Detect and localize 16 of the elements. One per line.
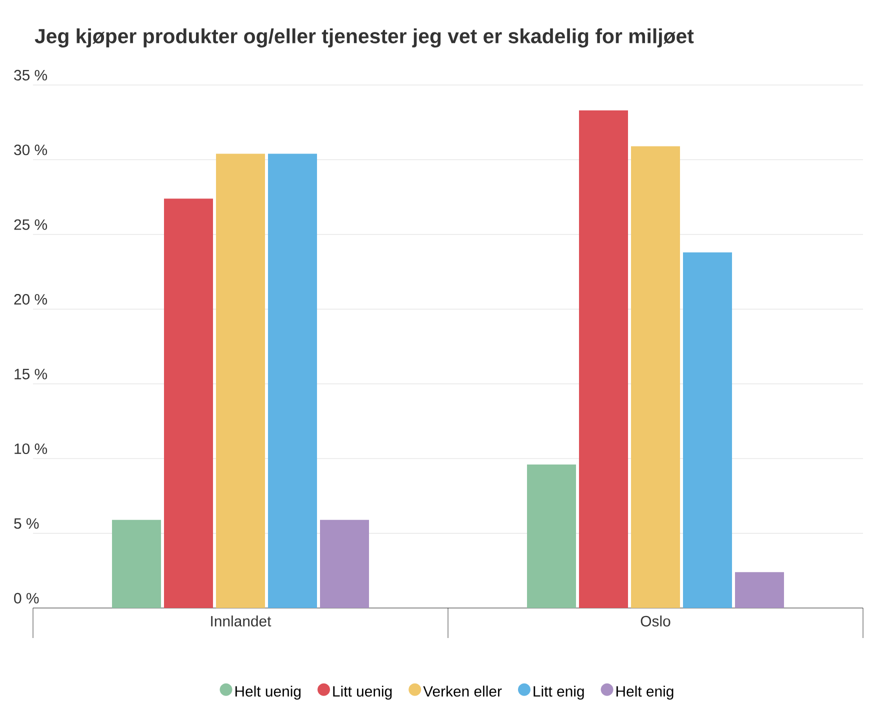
y-tick-label: 15 % <box>14 368 48 380</box>
y-tick-label: 25 % <box>14 219 48 230</box>
y-tick-label: 10 % <box>14 443 48 454</box>
y-tick-label: 35 % <box>14 70 48 80</box>
chart-title: Jeg kjøper produkter og/eller tjenester jeg vet er skadelig for miljøet <box>34 28 694 48</box>
y-tick-label: 30 % <box>14 144 48 156</box>
legend-label: Helt enig <box>616 686 674 700</box>
y-tick-label: 5 % <box>14 518 39 529</box>
y-tick-label: 0 % <box>14 592 39 604</box>
x-tick-label: Innlandet <box>211 616 272 626</box>
legend-label: Litt enig <box>534 686 584 700</box>
x-tick-label: Oslo <box>640 616 670 626</box>
legend-label: Verken eller <box>423 686 502 697</box>
legend-label: Litt uenig <box>333 686 392 700</box>
legend-label: Helt uenig <box>235 686 301 700</box>
y-tick-label: 20 % <box>14 294 48 305</box>
